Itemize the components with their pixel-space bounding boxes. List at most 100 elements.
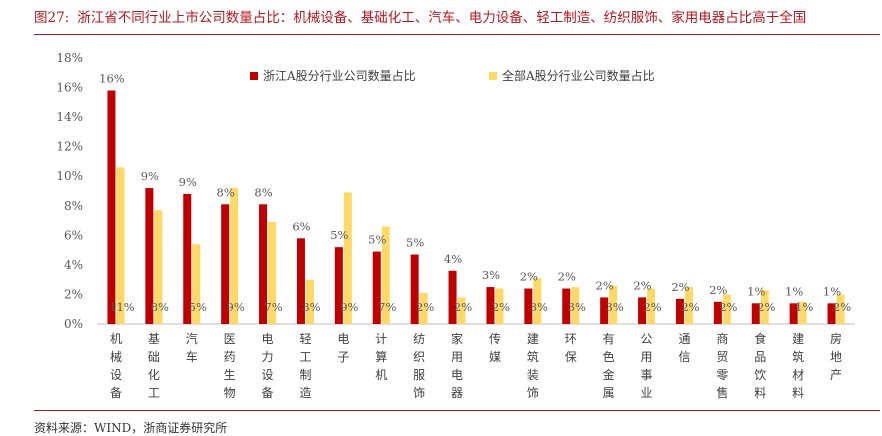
x-category-label: 售 [716, 385, 728, 400]
bar-zhejiang [334, 247, 343, 324]
bar-all-a-share [230, 188, 239, 324]
bar-all-a-share [457, 297, 466, 324]
bar-all-a-share [116, 167, 125, 324]
data-label-zhejiang: 9% [141, 169, 159, 183]
x-category-label: 色 [603, 350, 615, 364]
bar-all-a-share [192, 244, 201, 324]
data-label-zhejiang: 5% [368, 233, 386, 247]
data-label-all-a-share: 2% [833, 300, 851, 314]
data-label-all-a-share: 2% [681, 300, 699, 314]
y-tick-label: 16% [56, 81, 83, 95]
bar-zhejiang [486, 287, 495, 324]
data-label-all-a-share: 7% [378, 300, 396, 314]
source-rule [34, 410, 880, 411]
x-category-label: 计 [375, 332, 387, 346]
data-label-all-a-share: 9% [340, 300, 358, 314]
legend-swatch-zhejiang [250, 72, 258, 80]
figure-title: 图27: 浙江省不同行业上市公司数量占比：机械设备、基础化工、汽车、电力设备、轻工… [34, 6, 874, 28]
x-category-label: 地 [830, 350, 842, 364]
x-category-label: 服 [413, 368, 425, 382]
data-label-all-a-share: 2% [492, 300, 510, 314]
x-category-label: 通 [678, 332, 690, 346]
x-category-label: 设 [110, 368, 122, 382]
x-category-label: 生 [224, 368, 236, 382]
x-category-label: 有 [603, 332, 615, 346]
bar-all-a-share [836, 294, 845, 324]
x-category-label: 家 [451, 331, 463, 346]
bar-all-a-share [609, 285, 618, 324]
y-tick-label: 0% [64, 317, 83, 331]
bar-zhejiang [259, 204, 268, 324]
figure-label: 图27: [34, 10, 70, 26]
x-category-label: 贸 [716, 350, 728, 364]
data-label-zhejiang: 2% [520, 270, 538, 284]
x-category-label: 建 [792, 332, 804, 346]
bar-all-a-share [305, 279, 314, 324]
data-label-zhejiang: 9% [179, 175, 197, 189]
y-tick-label: 2% [64, 287, 83, 301]
x-category-label: 筑 [792, 349, 804, 364]
data-label-zhejiang: 4% [444, 252, 462, 266]
bar-zhejiang [524, 288, 533, 324]
x-category-label: 建 [527, 332, 539, 346]
y-tick-label: 4% [64, 258, 83, 272]
y-tick-label: 18% [56, 51, 83, 65]
bar-zhejiang [372, 251, 381, 324]
x-category-label: 子 [337, 350, 349, 364]
bar-all-a-share [760, 290, 769, 324]
x-category-label: 机 [110, 332, 122, 346]
data-label-zhejiang: 3% [482, 268, 500, 282]
bar-zhejiang [145, 188, 154, 324]
data-label-all-a-share: 2% [719, 300, 737, 314]
data-label-zhejiang: 1% [823, 284, 841, 298]
x-category-label: 媒 [489, 350, 501, 364]
data-label-all-a-share: 5% [189, 300, 207, 314]
bar-all-a-share [381, 226, 390, 324]
x-category-label: 信 [678, 350, 690, 364]
bar-zhejiang [600, 297, 609, 324]
legend-swatch-all-a-share [489, 72, 497, 80]
data-label-zhejiang: 2% [633, 278, 651, 292]
x-category-label: 传 [489, 331, 501, 346]
bar-zhejiang [789, 303, 798, 324]
legend-label-zhejiang: 浙江A股分行业公司数量占比 [263, 68, 416, 83]
x-category-label: 机 [375, 368, 387, 382]
x-category-label: 电 [451, 368, 463, 382]
x-category-label: 轻 [299, 332, 311, 346]
figure-title-text: 浙江省不同行业上市公司数量占比：机械设备、基础化工、汽车、电力设备、轻工制造、纺… [77, 10, 807, 26]
x-category-label: 药 [224, 350, 236, 364]
bar-all-a-share [647, 288, 656, 324]
x-category-label: 备 [262, 386, 274, 400]
data-label-all-a-share: 8% [151, 300, 169, 314]
data-label-all-a-share: 11% [109, 300, 135, 314]
x-category-label: 用 [451, 350, 463, 364]
x-category-label: 饰 [413, 386, 425, 400]
data-label-all-a-share: 1% [795, 300, 813, 314]
x-category-label: 纺 [413, 332, 425, 346]
data-label-zhejiang: 8% [217, 185, 235, 199]
bar-zhejiang [562, 288, 571, 324]
x-category-label: 制 [299, 368, 311, 382]
x-category-label: 汽 [186, 331, 198, 346]
bar-all-a-share [343, 192, 352, 324]
x-category-label: 产 [830, 368, 842, 382]
x-category-label: 物 [224, 386, 236, 400]
x-category-label: 设 [262, 368, 274, 382]
bar-all-a-share [722, 294, 731, 324]
bar-zhejiang [751, 303, 760, 324]
bar-zhejiang [221, 204, 230, 324]
data-label-zhejiang: 16% [99, 72, 125, 86]
bar-all-a-share [268, 222, 277, 324]
x-category-label: 保 [565, 350, 577, 364]
x-category-label: 环 [565, 332, 577, 346]
x-category-label: 工 [299, 350, 311, 364]
x-category-label: 食 [754, 331, 766, 346]
bar-all-a-share [571, 287, 580, 324]
y-tick-label: 6% [64, 228, 83, 242]
legend-label-all-a-share: 全部A股分行业公司数量占比 [502, 68, 655, 83]
x-category-label: 筑 [527, 349, 539, 364]
data-label-all-a-share: 2% [643, 300, 661, 314]
x-category-label: 医 [224, 332, 236, 346]
data-label-zhejiang: 1% [747, 284, 765, 298]
